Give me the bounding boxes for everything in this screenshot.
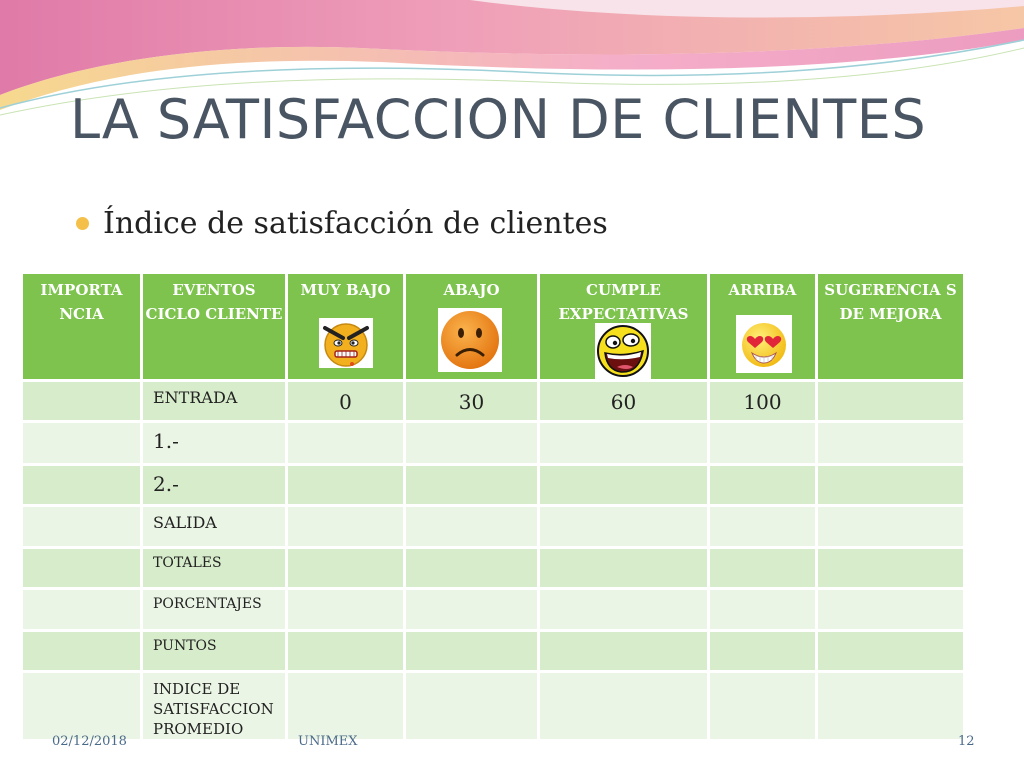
cell-importancia [20, 629, 143, 673]
table-row: INDICE DE SATISFACCION PROMEDIO [20, 670, 966, 742]
cell-evento: TOTALES [140, 546, 288, 590]
cell-abajo [403, 587, 540, 632]
col-header-cumple: CUMPLE EXPECTATIVAS [537, 271, 710, 382]
table-row: PORCENTAJES [20, 587, 966, 632]
cell-cumple [537, 670, 710, 742]
cell-cumple [537, 504, 710, 549]
cell-muy-bajo [285, 504, 406, 549]
cell-abajo [403, 546, 540, 590]
cell-abajo [403, 463, 540, 507]
cell-muy-bajo [285, 463, 406, 507]
cell-importancia [20, 546, 143, 590]
cell-arriba: 100 [707, 379, 818, 423]
cell-cumple [537, 463, 710, 507]
cell-sugerencias [815, 670, 966, 742]
cell-importancia [20, 379, 143, 423]
cell-sugerencias [815, 463, 966, 507]
col-header-importancia: IMPORTA NCIA [20, 271, 143, 382]
cell-sugerencias [815, 420, 966, 466]
table-row: 2.- [20, 463, 966, 507]
bullet-item: Índice de satisfacción de clientes [76, 206, 608, 241]
sad-face-icon [438, 308, 502, 372]
cell-arriba [707, 420, 818, 466]
col-header-muy-bajo: MUY BAJO [285, 271, 406, 382]
cell-evento: ENTRADA [140, 379, 288, 423]
cell-muy-bajo [285, 546, 406, 590]
cell-evento: PORCENTAJES [140, 587, 288, 632]
cell-muy-bajo [285, 420, 406, 466]
footer-page-number: 12 [958, 734, 975, 749]
cell-sugerencias [815, 379, 966, 423]
satisfaction-table: IMPORTA NCIA EVENTOS CICLO CLIENTE MUY B… [20, 271, 966, 742]
col-header-arriba: ARRIBA [707, 271, 818, 382]
cell-muy-bajo [285, 670, 406, 742]
col-header-sugerencias: SUGERENCIA S DE MEJORA [815, 271, 966, 382]
cell-arriba [707, 546, 818, 590]
cell-cumple [537, 420, 710, 466]
cell-abajo [403, 670, 540, 742]
table-row: 1.- [20, 420, 966, 466]
cell-evento: 2.- [140, 463, 288, 507]
cell-sugerencias [815, 546, 966, 590]
cell-importancia [20, 420, 143, 466]
table-header-row: IMPORTA NCIA EVENTOS CICLO CLIENTE MUY B… [20, 271, 966, 382]
footer-date: 02/12/2018 [52, 734, 127, 749]
cell-muy-bajo: 0 [285, 379, 406, 423]
cell-importancia [20, 670, 143, 742]
col-header-abajo: ABAJO [403, 271, 540, 382]
angry-face-icon [319, 318, 373, 368]
table-row: PUNTOS [20, 629, 966, 673]
cell-muy-bajo [285, 629, 406, 673]
laughing-face-icon [595, 323, 651, 379]
bullet-dot-icon [76, 217, 89, 230]
cell-importancia [20, 504, 143, 549]
cell-arriba [707, 504, 818, 549]
cell-arriba [707, 670, 818, 742]
cell-cumple [537, 629, 710, 673]
cell-evento: 1.- [140, 420, 288, 466]
cell-arriba [707, 629, 818, 673]
cell-evento: PUNTOS [140, 629, 288, 673]
cell-sugerencias [815, 629, 966, 673]
table-row: ENTRADA 0 30 60 100 [20, 379, 966, 423]
table-row: TOTALES [20, 546, 966, 590]
cell-importancia [20, 587, 143, 632]
cell-arriba [707, 587, 818, 632]
col-header-eventos: EVENTOS CICLO CLIENTE [140, 271, 288, 382]
cell-cumple: 60 [537, 379, 710, 423]
cell-abajo [403, 629, 540, 673]
cell-abajo [403, 420, 540, 466]
slide-title: LA SATISFACCION DE CLIENTES [70, 88, 927, 151]
table-row: SALIDA [20, 504, 966, 549]
cell-abajo: 30 [403, 379, 540, 423]
cell-sugerencias [815, 587, 966, 632]
header-swoosh-decoration [0, 0, 1024, 116]
footer-org: UNIMEX [298, 734, 358, 749]
heart-eyes-face-icon [736, 315, 792, 373]
cell-sugerencias [815, 504, 966, 549]
cell-cumple [537, 546, 710, 590]
cell-abajo [403, 504, 540, 549]
cell-arriba [707, 463, 818, 507]
cell-cumple [537, 587, 710, 632]
bullet-text: Índice de satisfacción de clientes [103, 206, 608, 241]
cell-evento: INDICE DE SATISFACCION PROMEDIO [140, 670, 288, 742]
cell-evento: SALIDA [140, 504, 288, 549]
cell-importancia [20, 463, 143, 507]
cell-muy-bajo [285, 587, 406, 632]
